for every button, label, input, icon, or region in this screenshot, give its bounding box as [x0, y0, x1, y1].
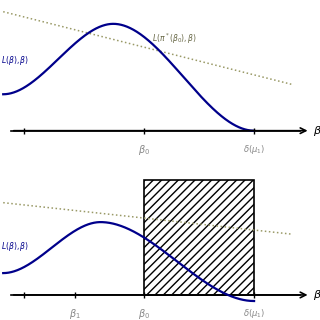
- Text: $\beta$: $\beta$: [313, 124, 320, 138]
- Text: $\beta_0$: $\beta_0$: [138, 143, 150, 157]
- Text: $\beta_1$: $\beta_1$: [69, 307, 81, 320]
- Text: $L(\beta), \beta)$: $L(\beta), \beta)$: [1, 54, 29, 67]
- Text: $\beta$: $\beta$: [313, 288, 320, 302]
- Text: $\delta(\mu_1)$: $\delta(\mu_1)$: [243, 307, 265, 320]
- Text: $\beta_0$: $\beta_0$: [138, 307, 150, 320]
- Text: $\delta(\mu_1)$: $\delta(\mu_1)$: [243, 143, 265, 156]
- Text: $L(\beta), \beta)$: $L(\beta), \beta)$: [1, 240, 29, 253]
- Bar: [144, 180, 254, 295]
- Text: $L(\pi^*(\beta_0), \beta)$: $L(\pi^*(\beta_0), \beta)$: [152, 31, 196, 46]
